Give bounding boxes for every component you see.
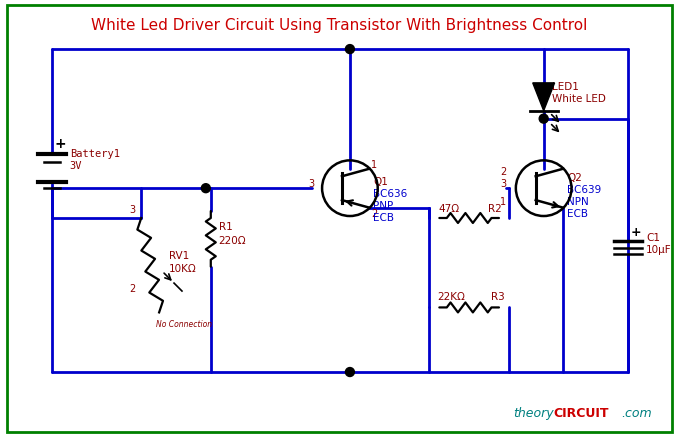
Circle shape — [346, 46, 354, 54]
Text: ECB: ECB — [373, 212, 394, 223]
Text: +: + — [631, 226, 642, 238]
Text: 2: 2 — [371, 208, 378, 218]
Text: 22KΩ: 22KΩ — [437, 292, 465, 302]
Text: 10μF: 10μF — [646, 244, 672, 254]
Text: BC639: BC639 — [567, 185, 602, 195]
Text: ECB: ECB — [567, 208, 588, 219]
Text: CIRCUIT: CIRCUIT — [553, 406, 609, 419]
Text: RV1: RV1 — [169, 250, 189, 260]
Circle shape — [202, 184, 210, 193]
Text: White Led Driver Circuit Using Transistor With Brightness Control: White Led Driver Circuit Using Transisto… — [91, 18, 587, 33]
Text: 3: 3 — [129, 205, 135, 215]
Text: 10KΩ: 10KΩ — [169, 263, 197, 273]
Text: 3: 3 — [500, 179, 506, 189]
Text: theory: theory — [513, 406, 553, 419]
Text: 3: 3 — [308, 179, 314, 189]
Text: White LED: White LED — [551, 94, 606, 103]
Text: 47Ω: 47Ω — [439, 204, 460, 214]
Text: 2: 2 — [129, 283, 136, 293]
Text: R2: R2 — [488, 204, 502, 214]
Text: .com: .com — [621, 406, 652, 419]
Text: No Connection: No Connection — [156, 320, 213, 328]
Text: R3: R3 — [491, 292, 504, 302]
Text: C1: C1 — [646, 232, 660, 242]
Text: R1: R1 — [219, 222, 232, 231]
Circle shape — [539, 115, 548, 124]
Polygon shape — [533, 84, 555, 111]
Text: 3V: 3V — [70, 161, 82, 171]
Text: PNP: PNP — [373, 201, 394, 211]
Circle shape — [346, 368, 354, 377]
Text: 220Ω: 220Ω — [219, 235, 246, 245]
Text: 1: 1 — [371, 159, 378, 170]
Text: Q1: Q1 — [373, 177, 388, 187]
Text: +: + — [55, 137, 67, 151]
Text: 1: 1 — [500, 197, 506, 207]
Text: 2: 2 — [500, 167, 507, 177]
Text: Battery1: Battery1 — [70, 149, 120, 159]
Text: NPN: NPN — [567, 197, 589, 207]
Text: Q2: Q2 — [567, 173, 582, 183]
Text: LED1: LED1 — [551, 81, 579, 92]
Text: BC636: BC636 — [373, 189, 407, 199]
